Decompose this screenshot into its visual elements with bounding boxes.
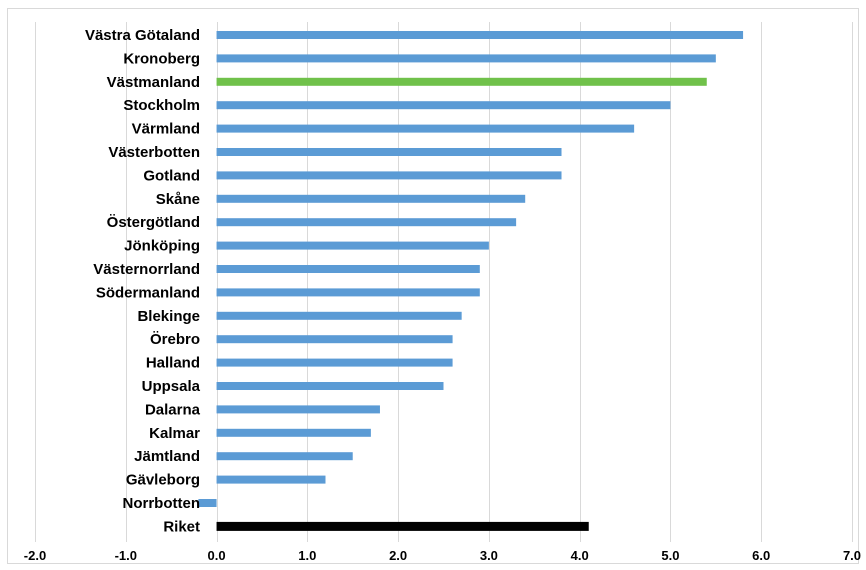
category-label: Riket: [163, 518, 200, 535]
category-label: Jönköping: [124, 238, 200, 255]
bar: [216, 452, 353, 461]
bar: [216, 218, 517, 227]
bar: [198, 499, 217, 507]
category-label: Östergötland: [107, 214, 200, 231]
bar: [216, 358, 453, 367]
x-tick-label: 0.0: [208, 548, 226, 563]
x-tick-label: 2.0: [389, 548, 407, 563]
bar: [216, 77, 707, 86]
category-label: Blekinge: [137, 308, 200, 325]
chart-frame: [7, 8, 859, 564]
x-tick-label: -2.0: [24, 548, 46, 563]
category-label: Kalmar: [149, 425, 200, 442]
category-label: Halland: [146, 355, 200, 372]
category-label: Södermanland: [96, 284, 200, 301]
bar: [216, 475, 326, 484]
bar: [216, 171, 562, 180]
category-label: Dalarna: [145, 401, 201, 418]
category-label: Örebro: [150, 331, 200, 348]
category-label: Västmanland: [107, 74, 200, 91]
bar: [216, 521, 589, 531]
x-tick-label: 4.0: [571, 548, 589, 563]
category-label: Värmland: [132, 121, 200, 138]
bar: [216, 265, 480, 273]
category-label: Västra Götaland: [85, 27, 200, 44]
bar: [216, 311, 462, 320]
x-tick-label: 7.0: [843, 548, 861, 563]
bar: [216, 288, 480, 297]
x-tick-label: 6.0: [752, 548, 770, 563]
bar: [216, 54, 716, 63]
x-tick-label: -1.0: [115, 548, 137, 563]
bar: [216, 148, 562, 156]
bar: [216, 101, 671, 110]
bar: [216, 382, 444, 390]
x-tick-label: 5.0: [661, 548, 679, 563]
x-tick-label: 3.0: [480, 548, 498, 563]
category-label: Uppsala: [142, 378, 201, 395]
category-label: Jämtland: [134, 448, 200, 465]
bar: [216, 428, 371, 437]
bar: [216, 31, 744, 39]
category-label: Norrbotten: [123, 495, 201, 512]
bar: [216, 124, 635, 133]
category-label: Västernorrland: [93, 261, 200, 278]
x-tick-label: 1.0: [298, 548, 316, 563]
category-label: Kronoberg: [123, 50, 200, 67]
category-label: Gotland: [143, 167, 200, 184]
category-label: Stockholm: [123, 97, 200, 114]
bar: [216, 194, 526, 203]
bar: [216, 241, 489, 250]
category-label: Västerbotten: [108, 144, 200, 161]
bar: [216, 405, 380, 414]
bar: [216, 335, 453, 344]
category-label: Gävleborg: [126, 472, 200, 489]
category-label: Skåne: [156, 191, 200, 208]
